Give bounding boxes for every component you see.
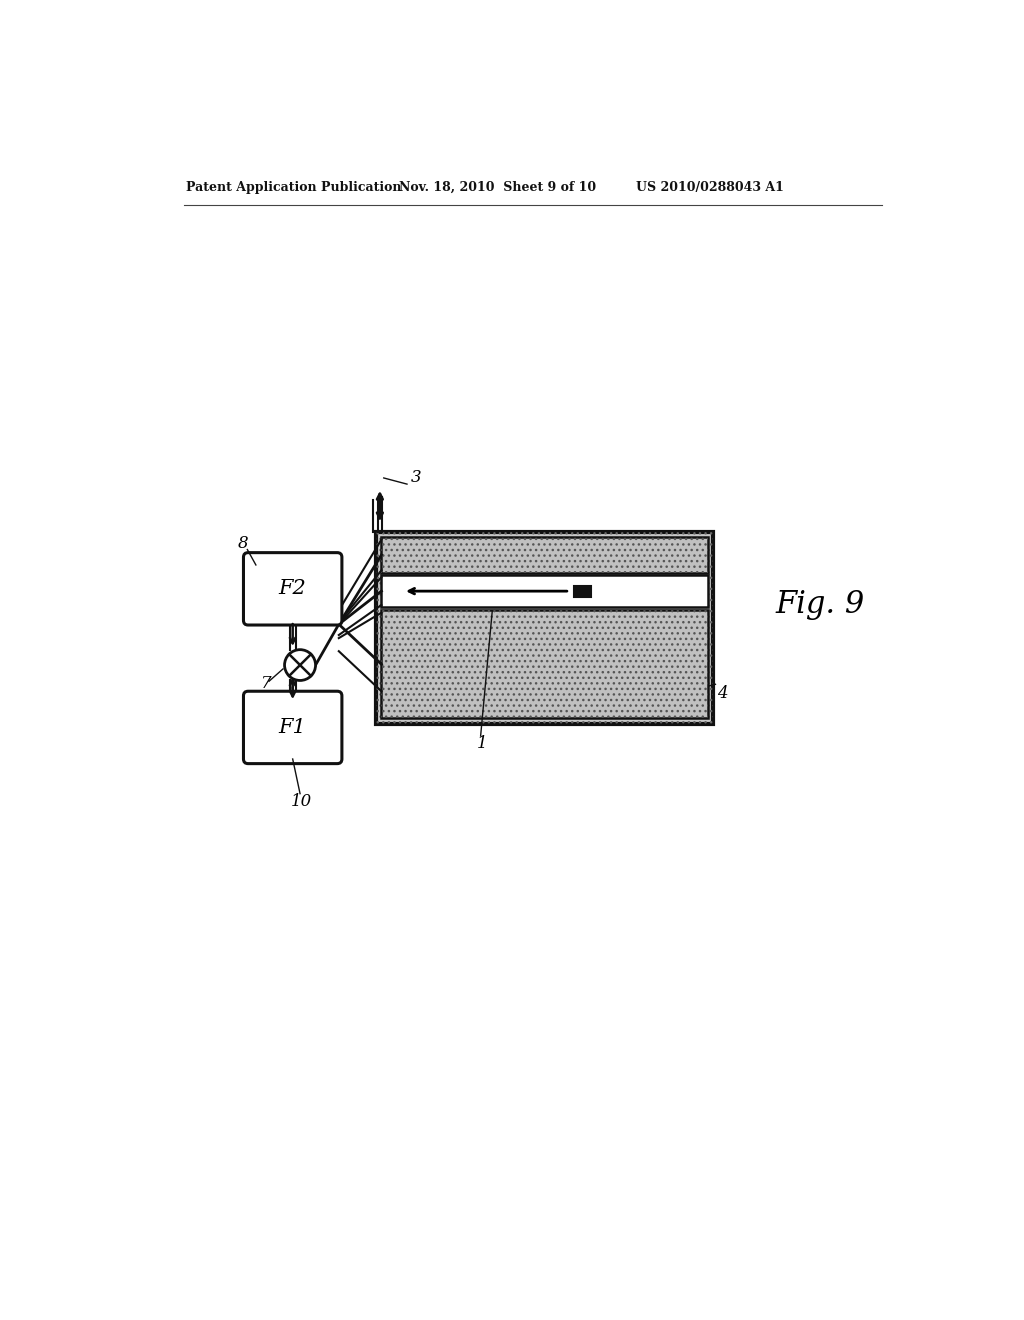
Text: Patent Application Publication: Patent Application Publication bbox=[186, 181, 401, 194]
Bar bbox=[381, 576, 708, 607]
Bar bbox=[381, 537, 708, 573]
FancyBboxPatch shape bbox=[244, 553, 342, 626]
Text: 7: 7 bbox=[261, 675, 272, 692]
FancyBboxPatch shape bbox=[244, 692, 342, 763]
Bar bbox=[376, 532, 713, 725]
Text: 10: 10 bbox=[291, 793, 312, 810]
Circle shape bbox=[285, 649, 315, 681]
Bar bbox=[376, 532, 713, 725]
Bar bbox=[381, 537, 708, 573]
Bar bbox=[573, 586, 591, 597]
Text: F1: F1 bbox=[279, 718, 306, 737]
Text: US 2010/0288043 A1: US 2010/0288043 A1 bbox=[636, 181, 783, 194]
Text: 4: 4 bbox=[717, 685, 728, 702]
Text: Fig. 9: Fig. 9 bbox=[775, 590, 864, 620]
Text: 8: 8 bbox=[238, 535, 249, 552]
Bar bbox=[381, 610, 708, 718]
Text: Nov. 18, 2010  Sheet 9 of 10: Nov. 18, 2010 Sheet 9 of 10 bbox=[399, 181, 596, 194]
Text: 3: 3 bbox=[411, 470, 422, 487]
Bar bbox=[381, 610, 708, 718]
Text: 1: 1 bbox=[477, 735, 487, 752]
Text: F2: F2 bbox=[279, 579, 306, 598]
